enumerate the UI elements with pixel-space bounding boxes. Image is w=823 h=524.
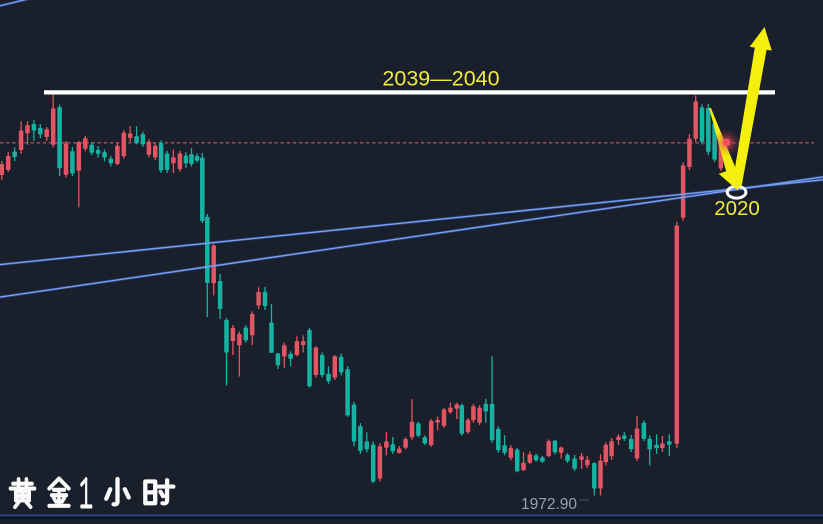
svg-text:1972.90: 1972.90 [521,496,577,513]
svg-text:2020: 2020 [714,197,760,220]
svg-text:2039—2040: 2039—2040 [382,67,499,91]
svg-text:····: ···· [579,495,589,506]
